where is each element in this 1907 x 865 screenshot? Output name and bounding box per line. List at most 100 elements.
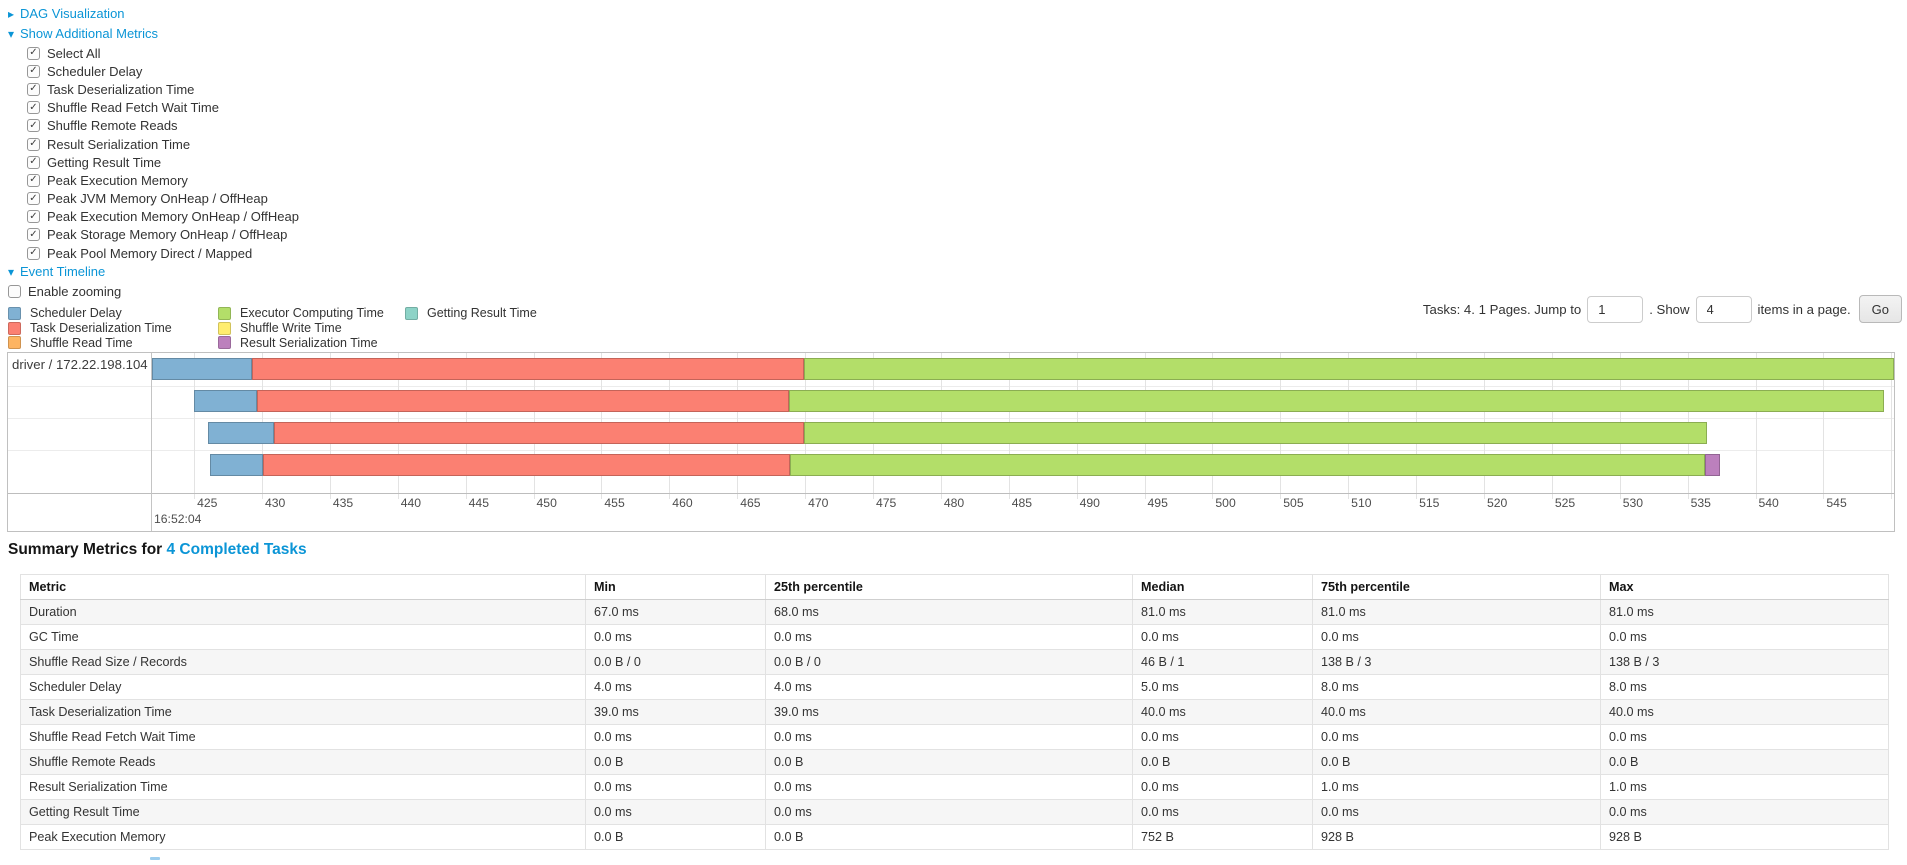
- metric-name-cell: Peak Execution Memory: [20, 824, 586, 850]
- metric-checkbox-label: Result Serialization Time: [47, 136, 191, 152]
- metric-checkbox-item[interactable]: ✓ Peak JVM Memory OnHeap / OffHeap: [27, 190, 299, 208]
- x-axis-tick-label: 500: [1215, 496, 1236, 510]
- checkbox-checked-icon[interactable]: ✓: [27, 101, 40, 115]
- event-timeline-toggle[interactable]: ▾ Event Timeline: [8, 262, 299, 282]
- x-axis-tick-label: 470: [808, 496, 829, 510]
- legend-item-label: Shuffle Read Time: [30, 335, 133, 350]
- metric-checkbox-item[interactable]: ✓ Shuffle Remote Reads: [27, 117, 299, 135]
- show-count-input[interactable]: [1695, 295, 1752, 323]
- legend-item-label: Result Serialization Time: [240, 335, 378, 350]
- legend-color-swatch: [218, 336, 231, 350]
- checkbox-checked-icon[interactable]: ✓: [27, 137, 40, 151]
- tasks-pager: Tasks: 4. 1 Pages. Jump to . Show items …: [1423, 295, 1902, 323]
- metric-checkbox-label: Task Deserialization Time: [47, 81, 195, 97]
- row-separator: [8, 418, 1894, 419]
- x-axis-tick-label: 445: [468, 496, 489, 510]
- metric-value-cell: 752 B: [1132, 824, 1313, 850]
- jump-to-page-input[interactable]: [1587, 295, 1644, 323]
- timeline-bar-result-serialization[interactable]: [1705, 454, 1721, 476]
- timeline-bar-scheduler-delay[interactable]: [210, 454, 264, 476]
- metric-checkbox-item[interactable]: ✓ Scheduler Delay: [27, 62, 299, 80]
- metric-value-cell: 928 B: [1312, 824, 1601, 850]
- metric-value-cell: 0.0 ms: [765, 799, 1133, 825]
- table-row: Duration 67.0 ms 68.0 ms 81.0 ms 81.0 ms 81.0…: [20, 599, 1889, 625]
- timeline-bar-scheduler-delay[interactable]: [152, 358, 253, 380]
- metric-name-cell: GC Time: [20, 624, 586, 650]
- metric-value-cell: 0.0 B: [585, 749, 766, 775]
- table-row: Result Serialization Time 0.0 ms 0.0 ms 0.0…: [20, 774, 1889, 800]
- checkbox-checked-icon[interactable]: ✓: [27, 228, 40, 242]
- timeline-bar-task-deserialization[interactable]: [252, 358, 804, 380]
- checkbox-checked-icon[interactable]: ✓: [27, 64, 40, 78]
- metric-value-cell: 0.0 ms: [765, 774, 1133, 800]
- metric-name-cell: Shuffle Remote Reads: [20, 749, 586, 775]
- metric-value-cell: 40.0 ms: [1312, 699, 1601, 725]
- metric-checkbox-item[interactable]: ✓ Getting Result Time: [27, 153, 299, 171]
- metric-checkbox-item[interactable]: ✓ Shuffle Read Fetch Wait Time: [27, 99, 299, 117]
- timeline-bar-executor-computing[interactable]: [790, 454, 1706, 476]
- timeline-bar-task-deserialization[interactable]: [274, 422, 804, 444]
- checkbox-checked-icon[interactable]: ✓: [27, 192, 40, 206]
- metric-checkbox-item[interactable]: ✓ Peak Storage Memory OnHeap / OffHeap: [27, 226, 299, 244]
- metric-value-cell: 138 B / 3: [1312, 649, 1601, 675]
- metric-value-cell: 8.0 ms: [1600, 674, 1889, 700]
- completed-tasks-link[interactable]: 4 Completed Tasks: [166, 541, 307, 558]
- metric-value-cell: 0.0 ms: [1132, 774, 1313, 800]
- table-row: Shuffle Remote Reads 0.0 B 0.0 B 0.0 B 0.0 B…: [20, 749, 1889, 775]
- checkbox-checked-icon[interactable]: ✓: [27, 46, 40, 60]
- x-axis-tick-label: 450: [536, 496, 557, 510]
- metric-checkbox-label: Shuffle Read Fetch Wait Time: [47, 100, 219, 116]
- metric-checkbox-item[interactable]: ✓ Task Deserialization Time: [27, 80, 299, 98]
- legend-column: Executor Computing Time Shuffle Write Tim…: [218, 306, 384, 350]
- summary-metrics-table: Metric Min 25th percentile Median 75th perce…: [20, 574, 1889, 850]
- show-additional-metrics-toggle[interactable]: ▾ Show Additional Metrics: [8, 24, 299, 44]
- show-additional-metrics-label: Show Additional Metrics: [20, 26, 159, 41]
- metric-value-cell: 0.0 ms: [765, 624, 1133, 650]
- legend-item: Task Deserialization Time: [8, 321, 172, 336]
- timeline-bar-scheduler-delay[interactable]: [194, 390, 257, 412]
- metric-checkbox-item[interactable]: ✓ Peak Execution Memory OnHeap / OffHeap: [27, 208, 299, 226]
- summary-metrics-title: Summary Metrics for 4 Completed Tasks: [8, 541, 307, 559]
- event-timeline-chart: driver / 172.22.198.104 16:52:04 425 430 4…: [7, 352, 1895, 532]
- metric-value-cell: 0.0 ms: [1132, 799, 1313, 825]
- checkbox-checked-icon[interactable]: ✓: [27, 173, 40, 187]
- x-axis-tick-label: 515: [1419, 496, 1440, 510]
- metric-value-cell: 0.0 ms: [1600, 724, 1889, 750]
- timeline-bar-executor-computing[interactable]: [803, 422, 1707, 444]
- metric-value-cell: 0.0 B: [585, 824, 766, 850]
- table-row: GC Time 0.0 ms 0.0 ms 0.0 ms 0.0 ms 0.0 ms: [20, 624, 1889, 650]
- metric-name-cell: Task Deserialization Time: [20, 699, 586, 725]
- metric-checkbox-item[interactable]: ✓ Peak Execution Memory: [27, 171, 299, 189]
- metric-value-cell: 0.0 B: [765, 749, 1133, 775]
- checkbox-checked-icon[interactable]: ✓: [27, 246, 40, 260]
- gridline: [1891, 353, 1893, 499]
- checkbox-checked-icon[interactable]: ✓: [27, 82, 40, 96]
- timeline-bar-executor-computing[interactable]: [803, 358, 1894, 380]
- metric-value-cell: 81.0 ms: [1312, 599, 1601, 625]
- metric-name-cell: Shuffle Read Size / Records: [20, 649, 586, 675]
- table-row: Task Deserialization Time 39.0 ms 39.0 ms 4…: [20, 699, 1889, 725]
- column-header: 25th percentile: [765, 574, 1133, 600]
- metric-checkbox-item[interactable]: ✓ Peak Pool Memory Direct / Mapped: [27, 244, 299, 262]
- metric-value-cell: 0.0 ms: [1132, 624, 1313, 650]
- triangle-right-icon: ▸: [8, 7, 15, 21]
- metric-value-cell: 0.0 ms: [1312, 724, 1601, 750]
- timeline-bar-task-deserialization[interactable]: [263, 454, 791, 476]
- go-button[interactable]: Go: [1858, 295, 1902, 323]
- timeline-bar-executor-computing[interactable]: [788, 390, 1885, 412]
- x-axis-tick-label: 535: [1690, 496, 1711, 510]
- metric-name-cell: Result Serialization Time: [20, 774, 586, 800]
- enable-zooming-checkbox[interactable]: [8, 285, 21, 299]
- clipped-content-artifact: [150, 857, 160, 860]
- timeline-bar-scheduler-delay[interactable]: [207, 422, 275, 444]
- gridline: [1755, 353, 1757, 499]
- metric-checkbox-item[interactable]: ✓ Result Serialization Time: [27, 135, 299, 153]
- checkbox-checked-icon[interactable]: ✓: [27, 119, 40, 133]
- checkbox-checked-icon[interactable]: ✓: [27, 210, 40, 224]
- checkbox-checked-icon[interactable]: ✓: [27, 155, 40, 169]
- table-row: Shuffle Read Size / Records 0.0 B / 0 0.0 …: [20, 649, 1889, 675]
- timeline-bar-task-deserialization[interactable]: [256, 390, 789, 412]
- metric-checkbox-item[interactable]: ✓ Select All: [27, 44, 299, 62]
- legend-item-label: Task Deserialization Time: [30, 321, 172, 336]
- dag-visualization-toggle[interactable]: ▸ DAG Visualization: [8, 4, 299, 24]
